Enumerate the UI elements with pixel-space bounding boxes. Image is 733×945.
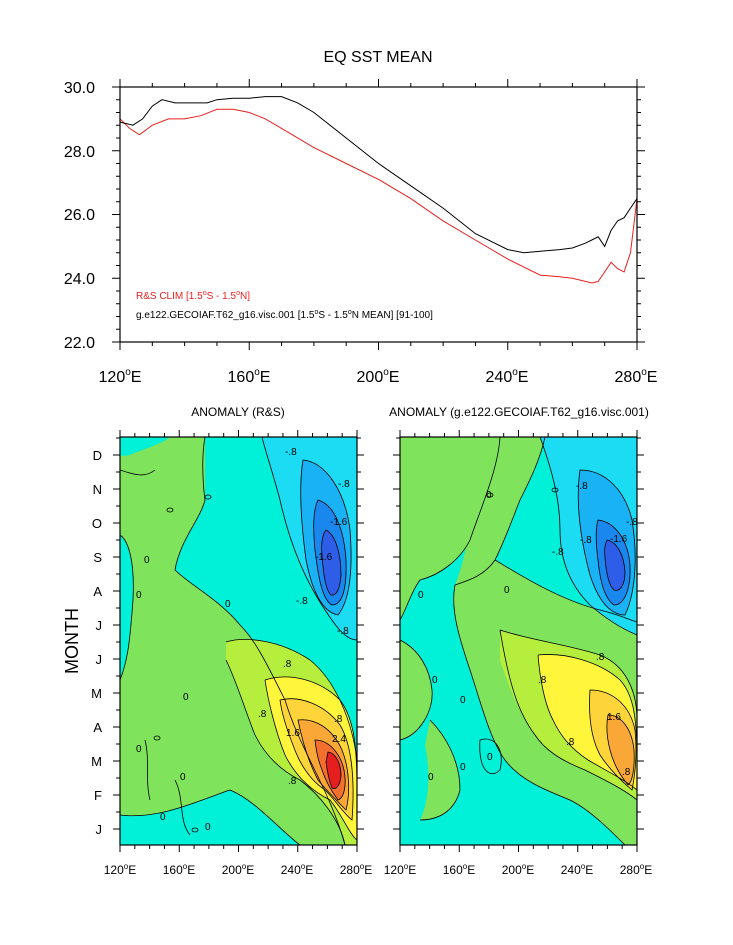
y-tick-label: 24.0 — [64, 271, 95, 288]
month-tick-label: J — [96, 652, 103, 667]
month-tick-label: J — [96, 618, 103, 633]
contour-label: -.8 — [296, 596, 308, 607]
line-plot-ticks — [112, 79, 645, 350]
x-tick-label: 280oE — [340, 862, 373, 877]
contour-label: .8 — [538, 675, 547, 686]
x-tick-label: 200oE — [222, 862, 255, 877]
contour-label: 0 — [486, 490, 492, 501]
x-tick-label: 200oE — [357, 367, 400, 386]
month-tick-label: M — [91, 686, 102, 701]
contour-label: 1.6 — [607, 712, 621, 723]
contour-label: -1.6 — [610, 534, 628, 545]
right-contour-labels: -.8 -.8 -1.6 -.8 -.8 0 0 0 0 0 .8 .8 .8 … — [418, 481, 638, 783]
left-panel-title: ANOMALY (R&S) — [191, 405, 285, 419]
contour-label: 0 — [432, 675, 438, 686]
contour-label: -.8 — [626, 517, 638, 528]
month-tick-label: D — [93, 448, 102, 463]
contour-label: -.8 — [552, 547, 564, 558]
line-plot-title: EQ SST MEAN — [323, 49, 432, 66]
x-tick-label: 280oE — [620, 862, 653, 877]
contour-label: -.8 — [285, 447, 297, 458]
contour-label: 0 — [460, 695, 466, 706]
contour-label: 0 — [144, 555, 150, 566]
contour-label: 0 — [487, 752, 493, 763]
contour-label: 0 — [136, 744, 142, 755]
contour-label: 0 — [180, 772, 186, 783]
contour-label: 0 — [183, 692, 189, 703]
contour-label: .8 — [622, 767, 631, 778]
y-tick-label: 30.0 — [64, 80, 95, 97]
line-plot-x-labels: 120oE 160oE 200oE 240oE 280oE — [99, 367, 658, 386]
contour-label: 2.4 — [332, 734, 346, 745]
contour-label: .8 — [288, 776, 297, 787]
right-contour-field — [400, 437, 637, 845]
contour-label: 0 — [504, 585, 510, 596]
x-tick-label: 240oE — [561, 862, 594, 877]
contour-label: 0 — [418, 590, 424, 601]
x-tick-label: 240oE — [281, 862, 314, 877]
x-tick-label: 120oE — [384, 862, 417, 877]
month-tick-label: O — [92, 516, 102, 531]
x-tick-label: 200oE — [502, 862, 535, 877]
month-axis-title: MONTH — [62, 608, 82, 674]
contour-label: 0 — [428, 772, 434, 783]
x-tick-label: 120oE — [99, 367, 142, 386]
legend-entry-rs-clim: R&S CLIM [1.5oS - 1.5oN] — [136, 290, 250, 302]
contour-label: 0 — [160, 812, 166, 823]
contour-label: -.8 — [338, 479, 350, 490]
month-tick-label: J — [96, 822, 103, 837]
contour-label: -1.6 — [315, 552, 333, 563]
month-axis-labels: J F M A M J J A S O N D — [91, 448, 102, 837]
left-contour-labels: -.8 -.8 -1.6 -1.6 -.8 -.8 0 0 0 0 .8 .8 … — [136, 447, 350, 833]
contour-label: 1.6 — [286, 728, 300, 739]
contour-label: .8 — [566, 737, 575, 748]
series-model-line — [120, 96, 637, 254]
line-plot-y-labels: 22.0 24.0 26.0 28.0 30.0 — [64, 80, 95, 352]
y-tick-label: 28.0 — [64, 144, 95, 161]
right-panel-title: ANOMALY (g.e122.GECOIAF.T62_g16.visc.001… — [389, 405, 649, 419]
x-tick-label: 160oE — [443, 862, 476, 877]
contour-label: 0 — [225, 599, 231, 610]
contour-x-labels: 120oE 160oE 200oE 240oE 280oE 120oE 160o… — [104, 862, 653, 877]
contour-label: .8 — [596, 652, 605, 663]
left-contour-field — [120, 437, 357, 845]
contour-panel-ticks — [113, 430, 644, 852]
contour-label: -.8 — [337, 626, 349, 637]
y-tick-label: 22.0 — [64, 335, 95, 352]
contour-label: -1.6 — [330, 517, 348, 528]
month-tick-label: S — [93, 550, 102, 565]
month-tick-label: A — [93, 584, 102, 599]
month-tick-label: N — [93, 482, 102, 497]
month-tick-label: M — [91, 754, 102, 769]
month-tick-label: F — [94, 788, 102, 803]
contour-label: -.8 — [580, 535, 592, 546]
contour-label: 0 — [205, 822, 211, 833]
legend-entry-model: g.e122.GECOIAF.T62_g16.visc.001 [1.5oS -… — [136, 309, 433, 321]
x-tick-label: 120oE — [104, 862, 137, 877]
x-tick-label: 160oE — [228, 367, 271, 386]
contour-label: -.8 — [576, 481, 588, 492]
x-tick-label: 240oE — [486, 367, 529, 386]
y-tick-label: 26.0 — [64, 207, 95, 224]
contour-label: .8 — [258, 709, 267, 720]
contour-label: .8 — [334, 714, 343, 725]
x-tick-label: 160oE — [163, 862, 196, 877]
x-tick-label: 280oE — [615, 367, 658, 386]
contour-label: .8 — [283, 659, 292, 670]
contour-label: 0 — [136, 590, 142, 601]
line-plot-legend: R&S CLIM [1.5oS - 1.5oN] g.e122.GECOIAF.… — [136, 290, 433, 321]
contour-label: 0 — [460, 762, 466, 773]
month-tick-label: A — [93, 720, 102, 735]
line-plot-frame — [119, 86, 638, 343]
series-rs-clim-line — [120, 108, 637, 284]
